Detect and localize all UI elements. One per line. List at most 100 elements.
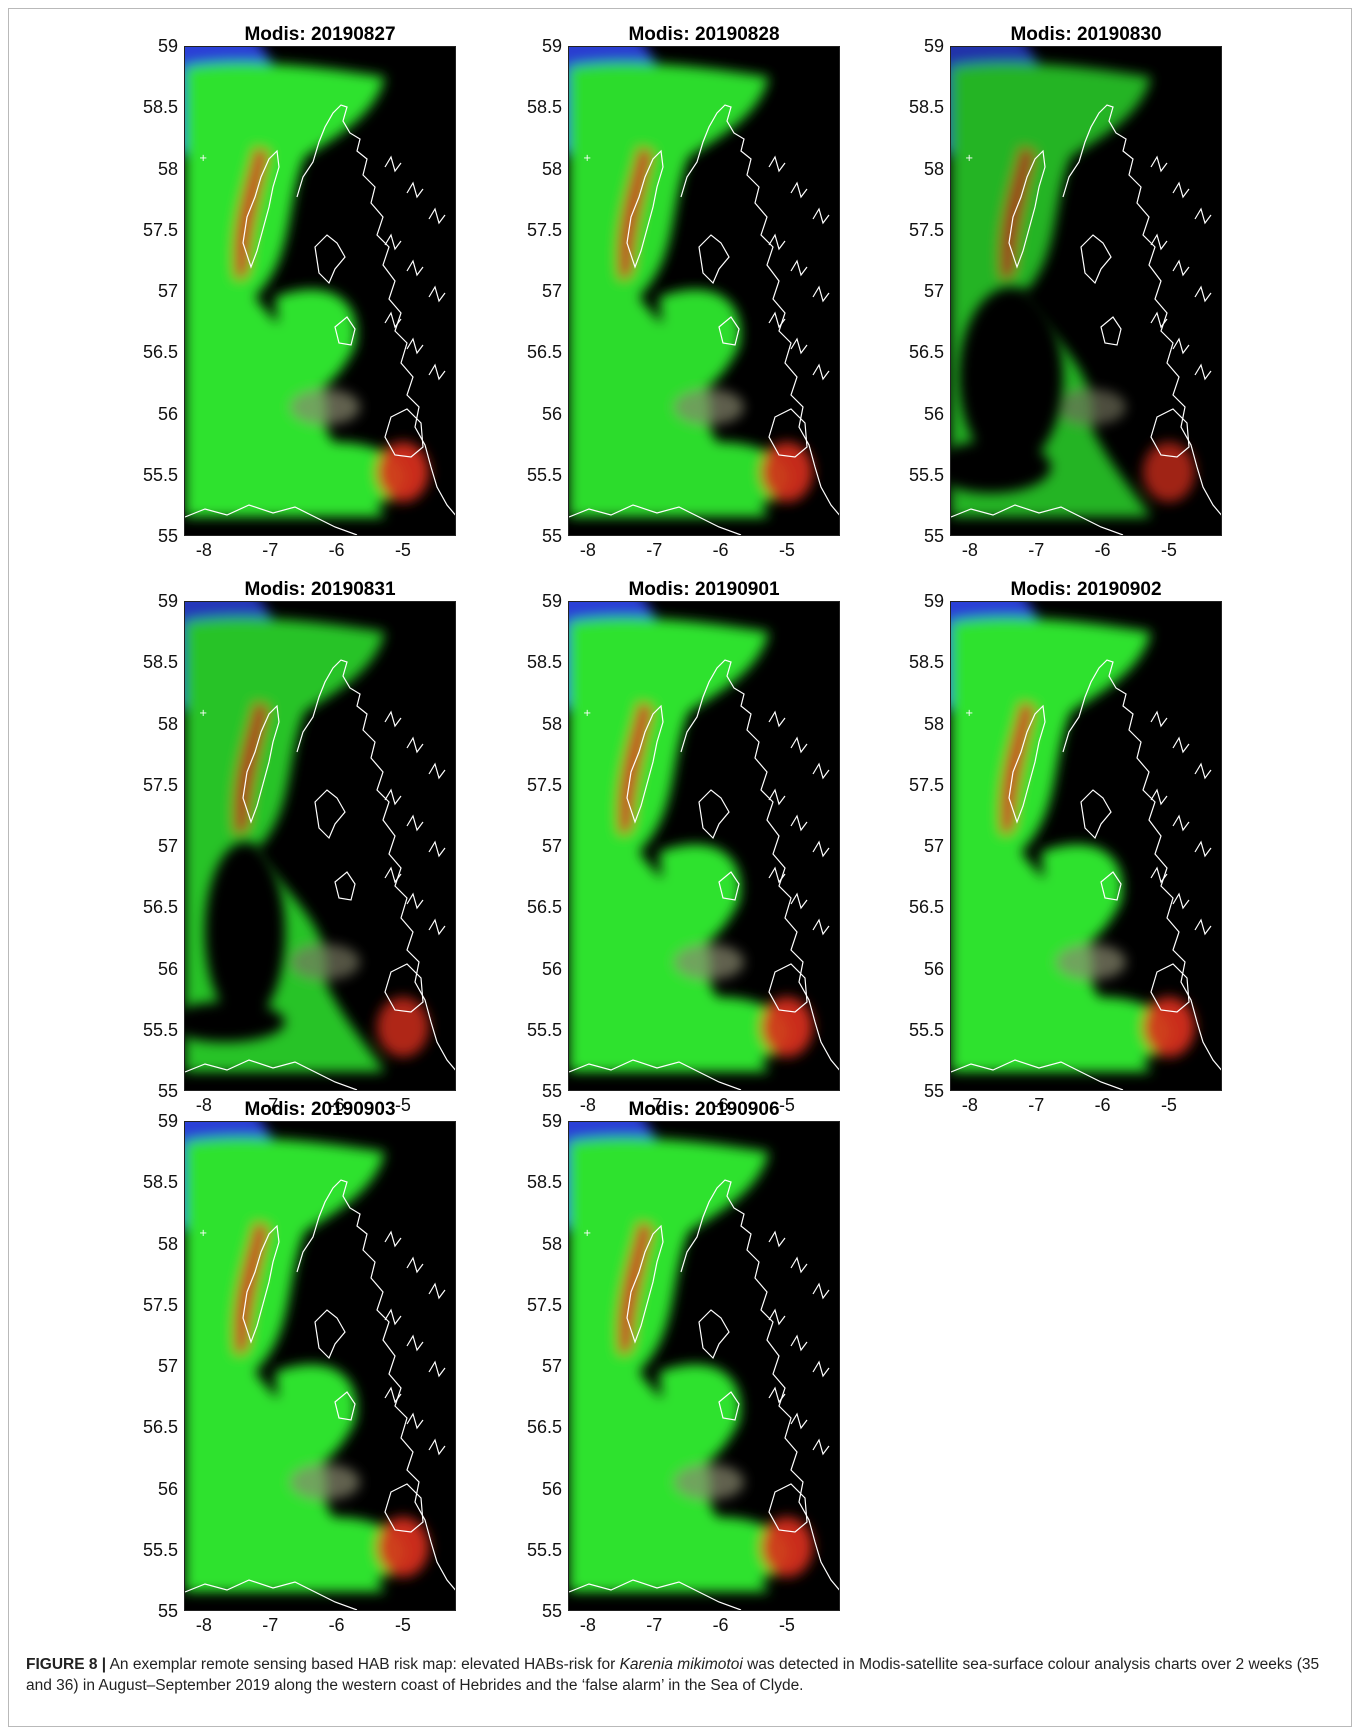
y-tick-label: 56 (541, 1478, 562, 1499)
y-tick-label: 55.5 (142, 1019, 178, 1040)
y-tick-label: 56 (541, 958, 562, 979)
y-tick-label: 57.5 (526, 1294, 562, 1315)
y-tick-label: 55 (157, 526, 178, 546)
satellite-map: + (568, 46, 840, 536)
x-tick-label: -6 (328, 1095, 345, 1115)
satellite-map: + (184, 1121, 456, 1611)
svg-text:+: + (199, 153, 207, 164)
y-tick-label: 55.5 (142, 464, 178, 485)
y-tick-label: 58 (923, 713, 944, 734)
map-image: + (951, 602, 1221, 1090)
y-tick-label: 59 (923, 36, 944, 56)
x-tick-label: -6 (712, 1615, 729, 1635)
y-tick-label: 55 (157, 1601, 178, 1621)
map-panel-6: Modis: 20190902 + 59 58.5 58 57.5 57 56.5 56 55… (909, 579, 1222, 1114)
satellite-map: + (184, 601, 456, 1091)
figure-caption: FIGURE 8 | An exemplar remote sensing ba… (26, 1654, 1336, 1696)
satellite-map: + (950, 46, 1222, 536)
panel-title: Modis: 20190903 (244, 1099, 396, 1120)
map-panel-3: Modis: 20190830 + 59 58.5 58 57.5 57 56.5 56 55… (909, 24, 1222, 559)
y-tick-label: 59 (157, 591, 178, 611)
y-tick-label: 58 (541, 158, 562, 179)
panel-title: Modis: 20190902 (1010, 579, 1162, 600)
y-tick-label: 57 (157, 1356, 178, 1376)
x-tick-label: -5 (394, 1095, 411, 1115)
y-tick-label: 57.5 (526, 219, 562, 240)
x-tick-label: -7 (646, 1615, 663, 1635)
y-tick-label: 55.5 (142, 1539, 178, 1560)
y-tick-label: 57.5 (908, 774, 944, 795)
panel-title: Modis: 20190906 (628, 1099, 780, 1120)
map-panel-8: Modis: 20190906 + 59 58.5 58 57.5 57 56.5 56 55… (527, 1099, 840, 1634)
y-tick-label: 58.5 (908, 97, 944, 118)
x-tick-label: -8 (579, 1615, 596, 1635)
svg-text:+: + (583, 708, 591, 719)
y-tick-label: 56 (157, 1478, 178, 1499)
x-tick-label: -5 (778, 540, 795, 560)
y-tick-label: 56.5 (526, 342, 562, 363)
svg-text:+: + (583, 153, 591, 164)
y-tick-label: 56 (541, 403, 562, 424)
x-tick-label: -5 (778, 1615, 795, 1635)
y-tick-label: 59 (541, 36, 562, 56)
y-tick-label: 57.5 (908, 219, 944, 240)
x-tick-label: -7 (646, 540, 663, 560)
map-panel-7: Modis: 20190903 + 59 58.5 58 57.5 57 56.5 56 55… (143, 1099, 456, 1634)
x-tick-label: -7 (1028, 540, 1045, 560)
y-tick-label: 59 (541, 1111, 562, 1131)
y-tick-label: 55 (541, 1081, 562, 1101)
y-tick-label: 57 (157, 836, 178, 856)
y-tick-label: 56.5 (142, 1417, 178, 1438)
y-tick-label: 55 (541, 1601, 562, 1621)
x-tick-label: -8 (961, 540, 978, 560)
y-tick-label: 59 (157, 36, 178, 56)
map-image: + (185, 602, 455, 1090)
y-tick-label: 59 (157, 1111, 178, 1131)
map-panel-2: Modis: 20190828 + 59 58.5 58 57.5 57 56.5 56 55… (527, 24, 840, 559)
x-tick-label: -8 (961, 1095, 978, 1115)
svg-text:+: + (965, 708, 973, 719)
map-panel-4: Modis: 20190831 + 59 58.5 58 57.5 57 56.5 56 55… (143, 579, 456, 1114)
map-panel-1: Modis: 20190827 + 59 58.5 58 57.5 57 56.5 56 55… (143, 24, 456, 559)
y-tick-label: 56 (923, 403, 944, 424)
y-tick-label: 55.5 (908, 1019, 944, 1040)
x-tick-label: -7 (262, 540, 279, 560)
satellite-map: + (568, 601, 840, 1091)
x-tick-label: -6 (328, 1615, 345, 1635)
y-tick-label: 55.5 (526, 1539, 562, 1560)
panel-title: Modis: 20190901 (628, 579, 780, 600)
x-tick-label: -8 (195, 1095, 212, 1115)
y-tick-label: 56 (157, 403, 178, 424)
x-tick-label: -6 (1094, 1095, 1111, 1115)
caption-text: was detected in Modis-satellite sea-surf… (26, 1656, 1320, 1694)
y-tick-label: 57.5 (142, 219, 178, 240)
y-tick-label: 56 (923, 958, 944, 979)
y-tick-label: 58.5 (526, 652, 562, 673)
y-tick-label: 58 (541, 713, 562, 734)
x-tick-label: -7 (262, 1615, 279, 1635)
y-tick-label: 57 (923, 281, 944, 301)
x-tick-label: -7 (1028, 1095, 1045, 1115)
x-tick-label: -6 (712, 1095, 729, 1115)
x-tick-label: -5 (778, 1095, 795, 1115)
y-tick-label: 58 (157, 1233, 178, 1254)
x-tick-label: -7 (262, 1095, 279, 1115)
x-tick-label: -5 (394, 540, 411, 560)
x-tick-label: -5 (1160, 540, 1177, 560)
y-tick-label: 55 (157, 1081, 178, 1101)
panel-title: Modis: 20190827 (244, 24, 396, 45)
y-tick-label: 55 (541, 526, 562, 546)
x-tick-label: -6 (1094, 540, 1111, 560)
y-tick-label: 58 (157, 158, 178, 179)
map-image: + (569, 47, 839, 535)
x-tick-label: -8 (579, 1095, 596, 1115)
y-tick-label: 58.5 (908, 652, 944, 673)
x-tick-label: -8 (195, 1615, 212, 1635)
caption-text: An exemplar remote sensing based HAB ris… (106, 1656, 620, 1673)
y-tick-label: 56.5 (526, 897, 562, 918)
panel-title: Modis: 20190830 (1010, 24, 1162, 45)
y-tick-label: 58.5 (142, 1172, 178, 1193)
svg-text:+: + (583, 1228, 591, 1239)
y-tick-label: 58.5 (526, 1172, 562, 1193)
species-name: Karenia mikimotoi (619, 1656, 743, 1673)
